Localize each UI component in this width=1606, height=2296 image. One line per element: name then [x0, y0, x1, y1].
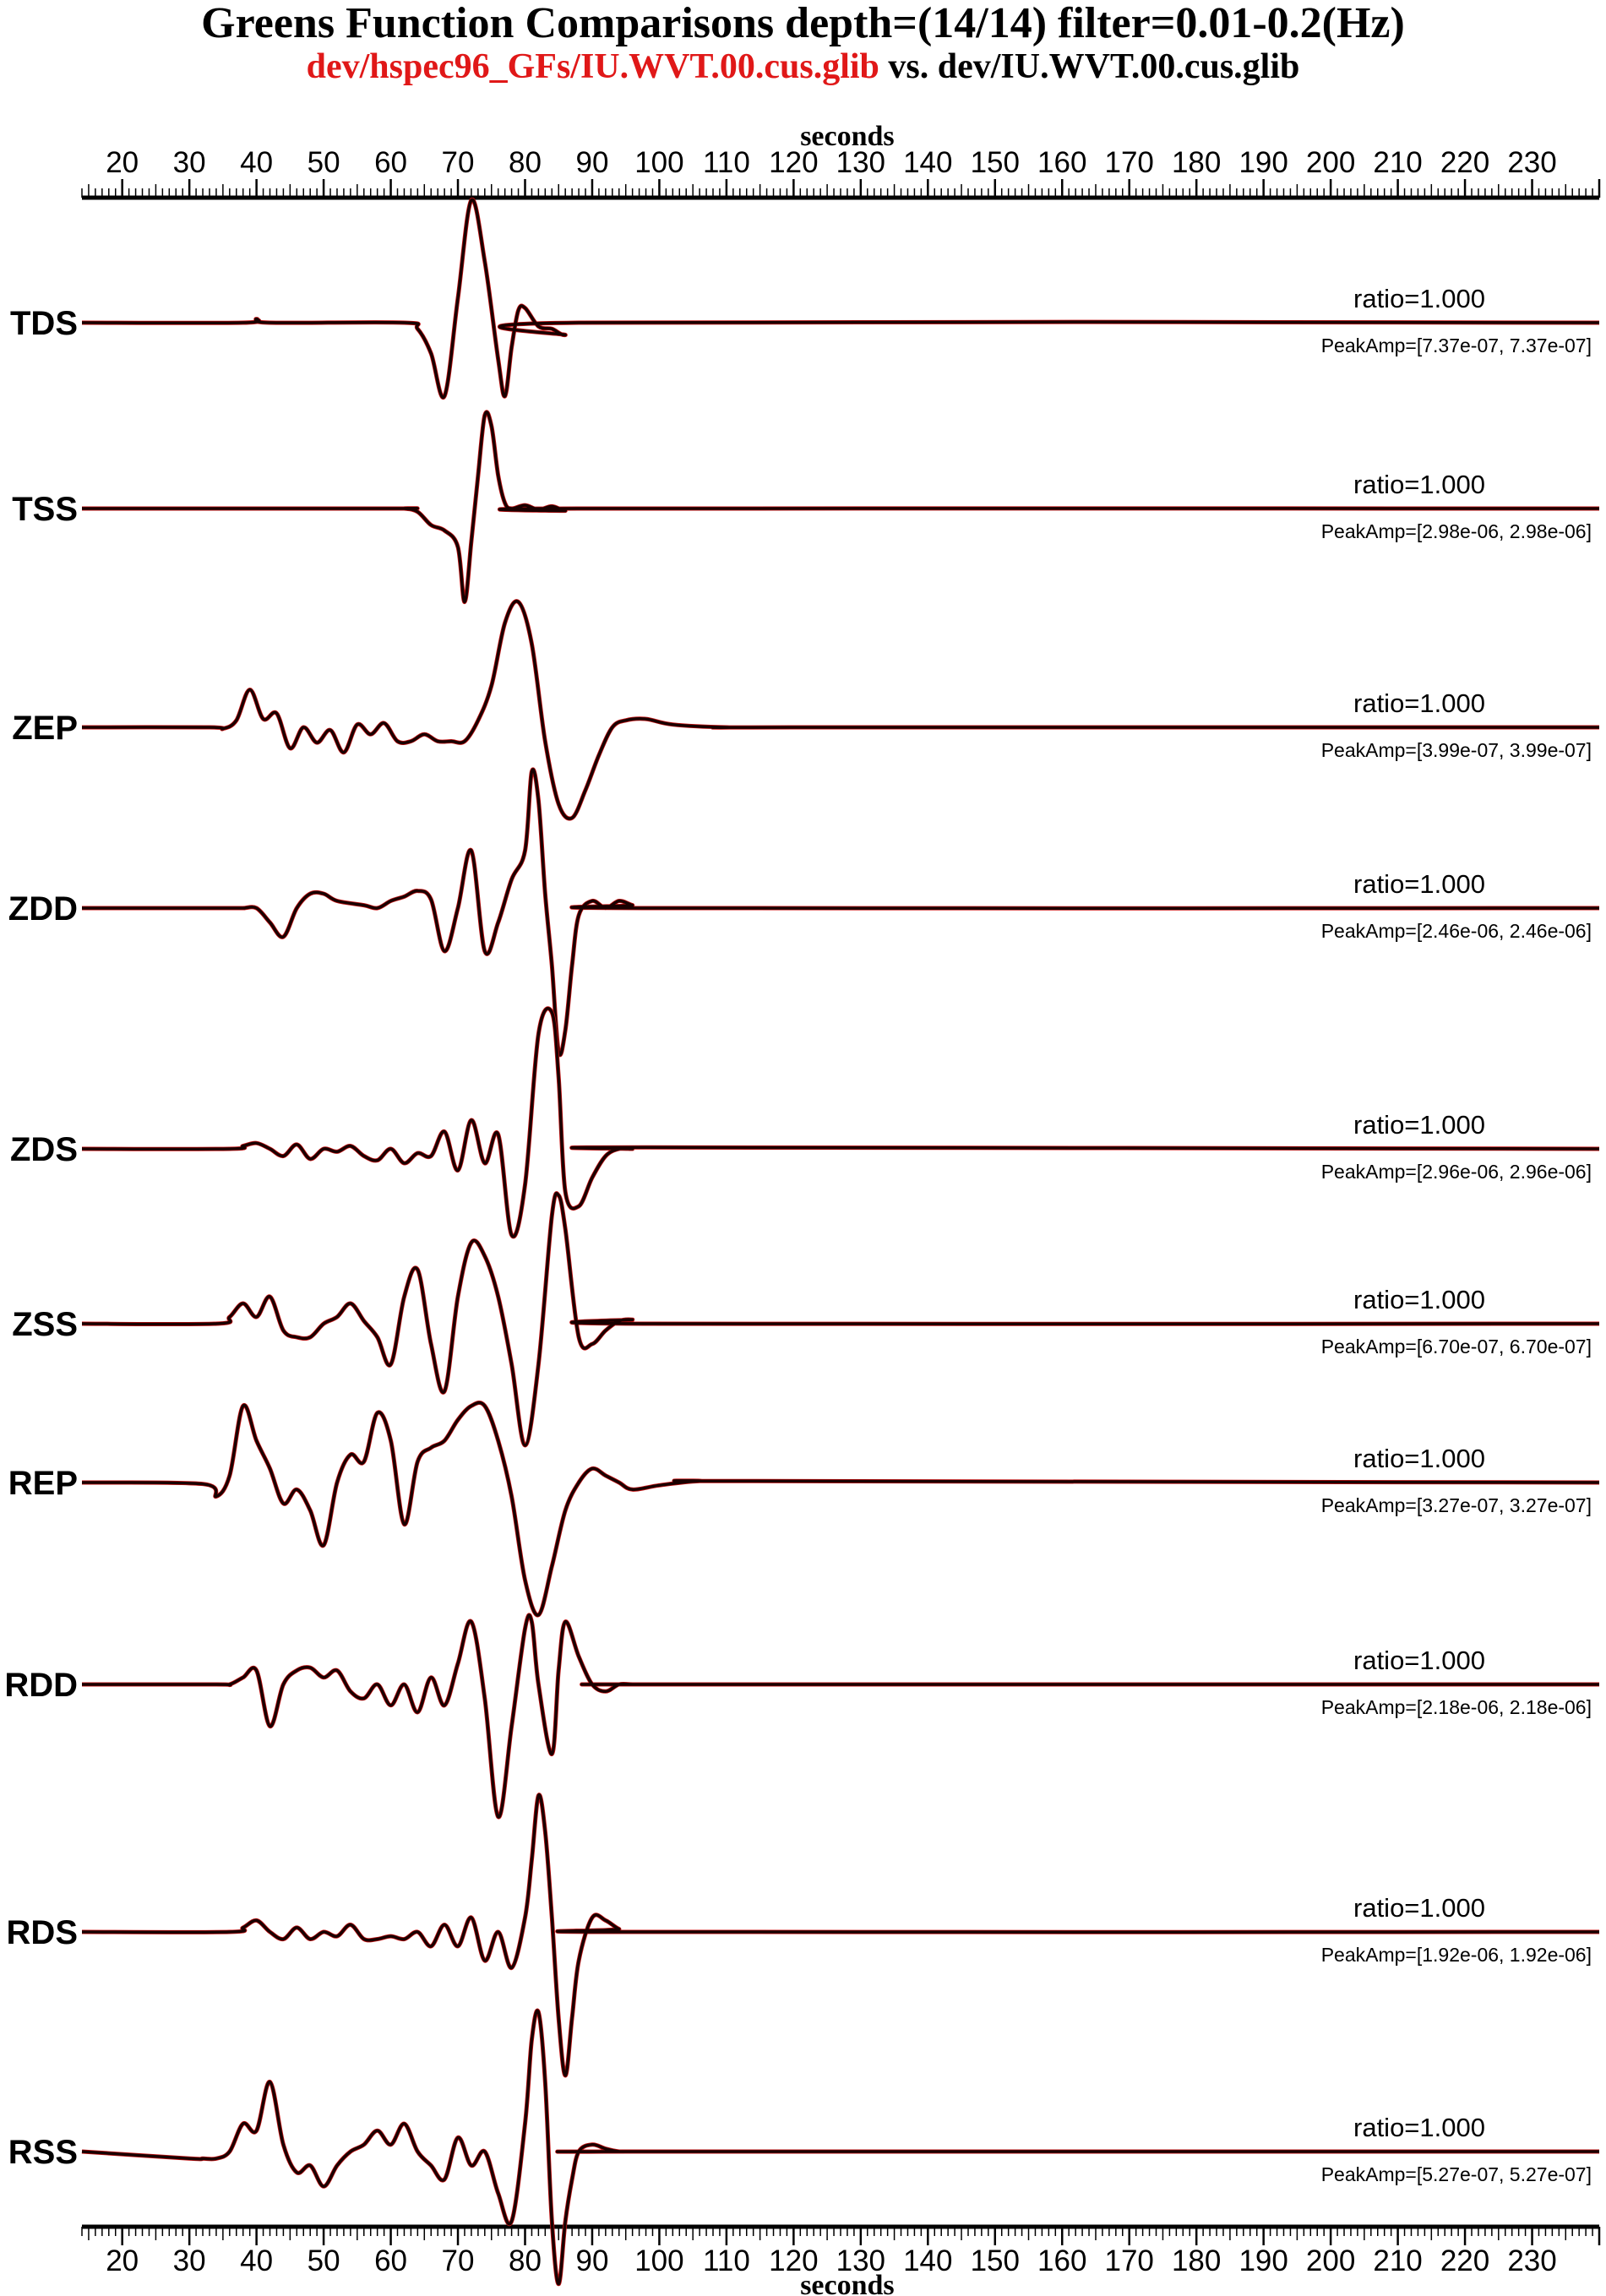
trace-reference-tss [81, 410, 1600, 605]
x-tick-label: 100 [634, 2244, 683, 2277]
trace-peakamp-label: PeakAmp=[2.98e-06, 2.98e-06] [1321, 520, 1592, 542]
trace-peakamp-label: PeakAmp=[2.96e-06, 2.96e-06] [1321, 1161, 1592, 1183]
trace-reference-rds [81, 1793, 1600, 2078]
x-tick-label: 160 [1037, 146, 1086, 179]
x-tick-label: 210 [1373, 146, 1422, 179]
figure-title: Greens Function Comparisons depth=(14/14… [201, 0, 1405, 47]
x-axis-label: seconds [800, 2270, 894, 2296]
trace-ratio-label: ratio=1.000 [1353, 869, 1485, 899]
x-tick-label: 90 [575, 146, 608, 179]
x-tick-label: 120 [769, 2244, 818, 2277]
x-tick-label: 50 [308, 146, 340, 179]
x-tick-label: 150 [971, 2244, 1020, 2277]
trace-comparison-tss [81, 411, 1600, 604]
trace-comparison-zds [81, 1007, 1600, 1238]
trace-comparison-rds [81, 1793, 1600, 2077]
x-tick-label: 210 [1373, 2244, 1422, 2277]
trace-ratio-label: ratio=1.000 [1353, 688, 1485, 718]
trace-peakamp-label: PeakAmp=[5.27e-07, 5.27e-07] [1321, 2163, 1592, 2185]
trace-ratio-label: ratio=1.000 [1353, 1285, 1485, 1314]
x-tick-label: 140 [903, 2244, 952, 2277]
x-tick-label: 20 [106, 2244, 139, 2277]
x-tick-label: 30 [173, 146, 206, 179]
x-tick-label: 40 [240, 146, 273, 179]
trace-label: ZSS [12, 1306, 78, 1343]
x-tick-label: 110 [703, 146, 750, 179]
trace-comparison-tds [81, 198, 1600, 400]
trace-label: RDD [4, 1667, 78, 1704]
trace-label: RDS [7, 1914, 78, 1951]
x-tick-label: 190 [1239, 2244, 1288, 2277]
x-tick-label: 70 [442, 146, 475, 179]
trace-ratio-label: ratio=1.000 [1353, 1444, 1485, 1473]
trace-ratio-label: ratio=1.000 [1353, 1646, 1485, 1675]
trace-comparison-rss [81, 2009, 1599, 2286]
x-tick-label: 180 [1172, 146, 1221, 179]
x-tick-label: 130 [836, 146, 885, 179]
x-tick-label: 50 [308, 2244, 340, 2277]
x-tick-label: 130 [836, 2244, 885, 2277]
trace-peakamp-label: PeakAmp=[7.37e-07, 7.37e-07] [1321, 335, 1592, 356]
trace-reference-rss [81, 2008, 1599, 2287]
trace-peakamp-label: PeakAmp=[3.27e-07, 3.27e-07] [1321, 1494, 1592, 1516]
x-tick-label: 30 [173, 2244, 206, 2277]
x-tick-label: 80 [509, 146, 542, 179]
x-tick-label: 70 [442, 2244, 475, 2277]
trace-comparison-zep [81, 599, 1599, 820]
trace-ratio-label: ratio=1.000 [1353, 470, 1485, 499]
x-tick-label: 190 [1239, 146, 1288, 179]
trace-label: RSS [8, 2134, 78, 2171]
x-tick-label: 230 [1507, 2244, 1556, 2277]
trace-reference-zss [81, 1191, 1600, 1448]
x-tick-label: 170 [1105, 146, 1154, 179]
subtitle-comparison-file: dev/IU.WVT.00.cus.glib [937, 47, 1300, 86]
x-tick-label: 180 [1172, 2244, 1221, 2277]
x-tick-label: 170 [1105, 2244, 1154, 2277]
x-tick-label: 230 [1507, 146, 1556, 179]
trace-peakamp-label: PeakAmp=[6.70e-07, 6.70e-07] [1321, 1336, 1592, 1357]
trace-comparison-rdd [81, 1613, 1599, 1819]
trace-peakamp-label: PeakAmp=[1.92e-06, 1.92e-06] [1321, 1944, 1592, 1966]
trace-ratio-label: ratio=1.000 [1353, 1893, 1485, 1923]
x-tick-label: 220 [1440, 2244, 1489, 2277]
trace-reference-zdd [82, 767, 1600, 1058]
x-tick-label: 140 [903, 146, 952, 179]
x-tick-label: 200 [1306, 2244, 1355, 2277]
trace-comparison-zss [81, 1191, 1600, 1447]
x-tick-label: 60 [374, 2244, 407, 2277]
trace-peakamp-label: PeakAmp=[3.99e-07, 3.99e-07] [1321, 739, 1592, 761]
x-tick-label: 60 [374, 146, 407, 179]
trace-peakamp-label: PeakAmp=[2.46e-06, 2.46e-06] [1321, 920, 1592, 942]
x-tick-label: 90 [575, 2244, 608, 2277]
x-tick-label: 120 [769, 146, 818, 179]
x-tick-label: 220 [1440, 146, 1489, 179]
subtitle-vs: vs. [888, 47, 929, 86]
x-tick-label: 110 [703, 2244, 750, 2277]
x-tick-label: 20 [106, 146, 139, 179]
trace-comparison-rep [81, 1401, 1600, 1617]
x-axis-label: seconds [800, 121, 894, 152]
figure-subtitle: dev/hspec96_GFs/IU.WVT.00.cus.glib vs. d… [0, 46, 1606, 88]
trace-ratio-label: ratio=1.000 [1353, 1110, 1485, 1140]
x-tick-label: 80 [509, 2244, 542, 2277]
x-tick-label: 40 [240, 2244, 273, 2277]
trace-label: ZDD [8, 890, 78, 928]
x-tick-label: 160 [1037, 2244, 1086, 2277]
trace-label: REP [8, 1465, 78, 1502]
trace-peakamp-label: PeakAmp=[2.18e-06, 2.18e-06] [1321, 1696, 1592, 1718]
x-tick-label: 200 [1306, 146, 1355, 179]
x-tick-label: 100 [634, 146, 683, 179]
trace-label: TDS [10, 305, 78, 342]
trace-label: ZDS [10, 1131, 78, 1168]
trace-label: ZEP [12, 710, 78, 747]
trace-ratio-label: ratio=1.000 [1353, 284, 1485, 313]
x-tick-label: 150 [971, 146, 1020, 179]
trace-ratio-label: ratio=1.000 [1353, 2113, 1485, 2142]
trace-comparison-zdd [82, 768, 1600, 1057]
trace-label: TSS [12, 491, 78, 528]
subtitle-reference-file: dev/hspec96_GFs/IU.WVT.00.cus.glib [306, 47, 879, 86]
